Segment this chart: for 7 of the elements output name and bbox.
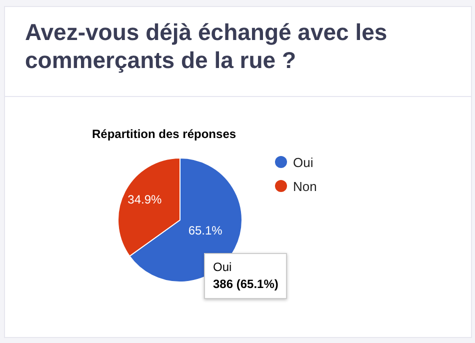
chart-subtitle: Répartition des réponses xyxy=(92,127,236,141)
legend-label: Oui xyxy=(293,154,314,170)
data-label: 34.9% xyxy=(128,192,162,206)
legend-label: Non xyxy=(293,178,317,194)
data-label: 65.1% xyxy=(188,224,223,238)
chart-title: Avez-vous déjà échangé avec les commerçants de la rue ? xyxy=(25,18,388,74)
tooltip-callout: Oui 386 (65.1%) xyxy=(204,253,288,299)
